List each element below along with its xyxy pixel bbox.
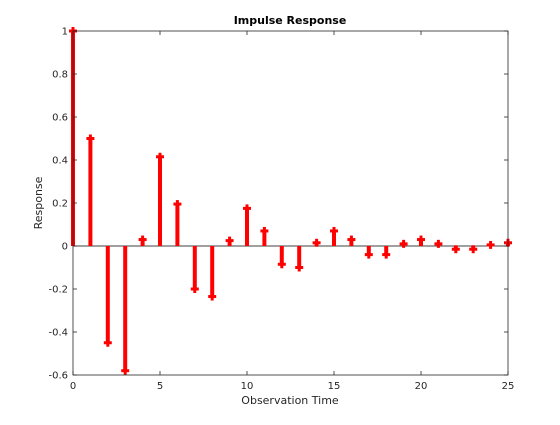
stem-marker (486, 240, 495, 249)
chart-title: Impulse Response (234, 14, 347, 27)
stem-marker (364, 250, 373, 259)
stem-marker (277, 260, 286, 269)
stem-marker (417, 235, 425, 244)
stem-marker (243, 204, 251, 213)
stem-marker (382, 250, 391, 259)
y-tick-label: 0.8 (52, 70, 68, 81)
stem-marker (295, 263, 304, 272)
stem-marker (347, 235, 356, 244)
stem-marker (225, 236, 234, 245)
stem-marker (121, 366, 130, 375)
y-tick-label: 0.6 (52, 113, 68, 124)
stem-marker (330, 226, 338, 235)
y-tick-label: 0.4 (52, 156, 68, 167)
x-tick-label: 25 (502, 381, 515, 392)
stem-marker (103, 338, 112, 347)
x-tick-label: 15 (328, 381, 341, 392)
stem-marker (469, 245, 478, 254)
stem-marker (312, 238, 321, 247)
x-axis-label: Observation Time (241, 394, 339, 407)
y-axis-label: Response (32, 176, 45, 229)
stem-marker (190, 285, 199, 293)
y-tick-label: 0 (62, 242, 68, 253)
stem-marker (86, 134, 95, 143)
y-tick-label: -0.6 (48, 371, 68, 382)
ticks-layer: 0 5 10 15 20 25 -0.6 -0.4 -0.2 0 0.2 0.4 0.6 0.8 1 (48, 27, 514, 393)
y-tick-label: -0.4 (48, 328, 68, 339)
y-tick-label: 1 (62, 27, 68, 38)
stem-marker (138, 235, 147, 244)
plot-background (73, 31, 508, 375)
x-tick-label: 0 (70, 381, 76, 392)
x-tick-label: 10 (241, 381, 254, 392)
stem-marker (260, 226, 269, 235)
stem-marker (434, 239, 443, 248)
stem-marker (208, 292, 217, 301)
stem-marker (156, 152, 164, 161)
x-tick-label: 20 (415, 381, 428, 392)
stem-marker (173, 200, 182, 209)
y-tick-label: 0.2 (52, 199, 68, 210)
y-tick-label: -0.2 (48, 285, 68, 296)
stem-marker (399, 239, 408, 248)
stem-marker (451, 245, 460, 254)
x-tick-label: 5 (157, 381, 163, 392)
